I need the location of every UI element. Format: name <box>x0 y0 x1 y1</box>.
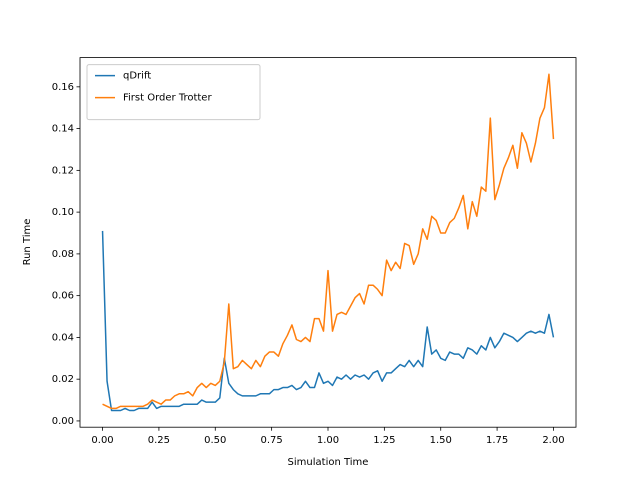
x-tick-label: 1.00 <box>317 435 339 446</box>
y-axis-label: Run Time <box>22 219 33 266</box>
y-tick-label: 0.10 <box>52 207 74 218</box>
y-tick-label: 0.06 <box>52 291 74 302</box>
y-tick-label: 0.04 <box>52 332 74 343</box>
line-series <box>102 73 555 410</box>
x-axis-label: Simulation Time <box>288 457 369 468</box>
y-tick-label: 0.00 <box>52 416 74 427</box>
x-tick-label: 0.25 <box>148 435 170 446</box>
legend-label: First Order Trotter <box>123 93 212 104</box>
x-tick-label: 2.00 <box>542 435 564 446</box>
y-tick-label: 0.08 <box>52 249 74 260</box>
y-tick-label: 0.16 <box>52 82 74 93</box>
y-tick-label: 0.02 <box>52 374 74 385</box>
x-tick-label: 1.50 <box>430 435 452 446</box>
x-tick-label: 1.25 <box>373 435 395 446</box>
legend-label: qDrift <box>123 71 151 82</box>
x-tick-label: 0.50 <box>204 435 226 446</box>
y-tick-label: 0.12 <box>52 165 74 176</box>
legend-box <box>86 64 261 121</box>
x-tick-label: 0.75 <box>261 435 283 446</box>
y-tick-label: 0.14 <box>52 124 74 135</box>
line-series <box>101 230 555 412</box>
plot-frame <box>79 57 577 428</box>
x-tick-label: 0.00 <box>91 435 113 446</box>
x-tick-label: 1.75 <box>486 435 508 446</box>
